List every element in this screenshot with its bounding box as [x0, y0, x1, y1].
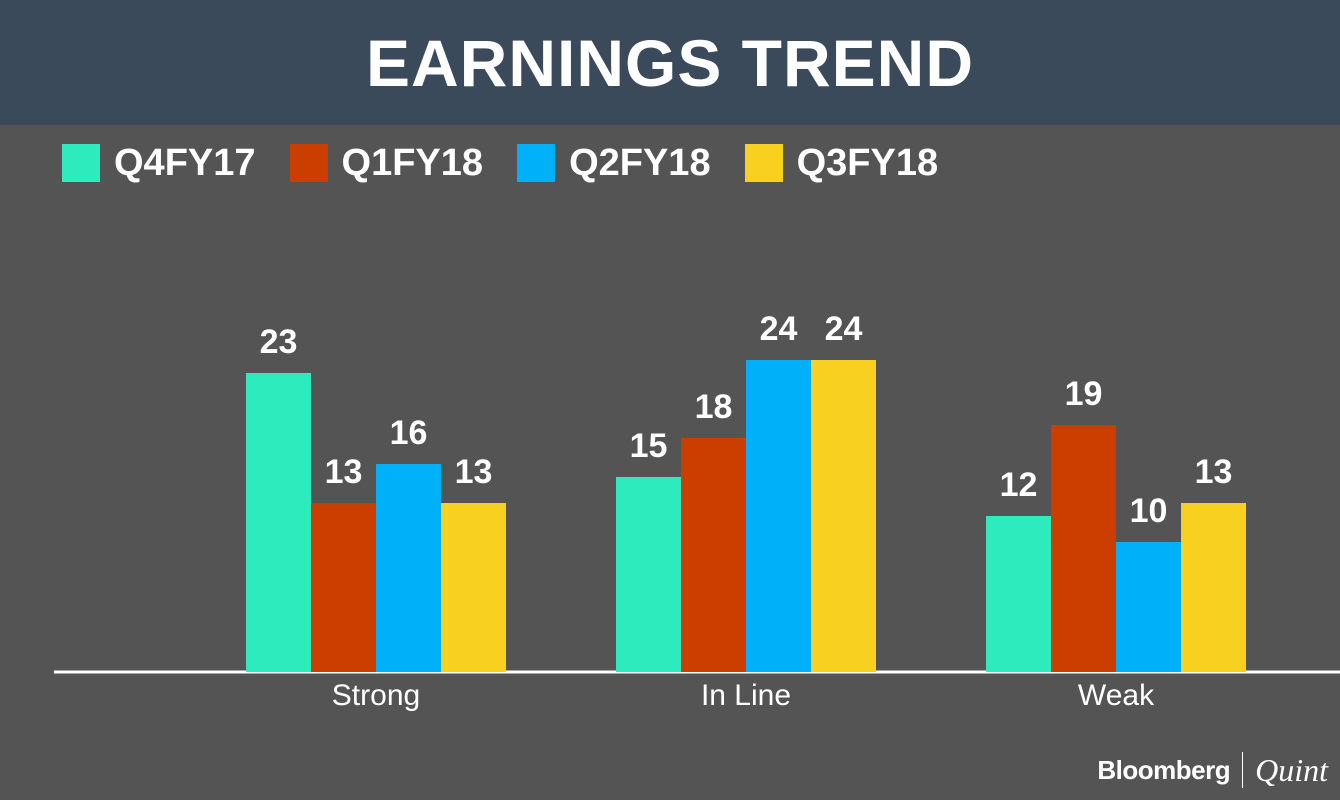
data-label-q1fy18-in-line: 18 [695, 388, 733, 426]
data-label-q2fy18-strong: 16 [390, 414, 428, 452]
legend-item-q2fy18: Q2FY18 [517, 142, 711, 185]
data-label-q4fy17-strong: 23 [260, 323, 298, 361]
x-tick-label-weak: Weak [1078, 679, 1155, 712]
legend-swatch-q1fy18 [289, 144, 328, 182]
data-label-q1fy18-weak: 19 [1065, 375, 1103, 413]
data-label-q3fy18-in-line: 24 [825, 310, 863, 348]
x-tick-label-strong: Strong [332, 679, 420, 712]
bar-q1fy18-strong [311, 503, 376, 672]
legend: Q4FY17 Q1FY18 Q2FY18 Q3FY18 [62, 140, 972, 186]
bar-q4fy17-in-line [616, 477, 681, 672]
data-label-q2fy18-weak: 10 [1130, 492, 1168, 530]
legend-label-q1fy18: Q1FY18 [341, 141, 484, 184]
data-label-q3fy18-strong: 13 [455, 453, 493, 491]
legend-swatch-q2fy18 [517, 144, 556, 182]
bar-q1fy18-weak [1051, 425, 1116, 672]
legend-item-q4fy17: Q4FY17 [62, 142, 256, 185]
legend-label-q2fy18: Q2FY18 [569, 141, 711, 184]
chart-title: EARNINGS TREND [365, 25, 975, 100]
bar-q4fy17-strong [246, 373, 311, 672]
data-label-q4fy17-weak: 12 [1000, 466, 1038, 504]
brand-quint: Quint [1255, 751, 1328, 788]
data-label-q4fy17-in-line: 15 [630, 427, 668, 465]
brand-bloomberg: Bloomberg [1097, 754, 1231, 785]
chart-header: EARNINGS TREND [0, 0, 1340, 125]
data-label-q1fy18-strong: 13 [325, 453, 363, 491]
brand-separator [1242, 752, 1244, 788]
bar-q2fy18-strong [376, 464, 441, 672]
x-tick-label-in-line: In Line [701, 679, 791, 712]
bar-q2fy18-in-line [746, 360, 811, 672]
legend-swatch-q4fy17 [62, 144, 100, 182]
legend-item-q1fy18: Q1FY18 [289, 141, 484, 185]
brand-footer: Bloomberg Quint [1097, 750, 1328, 790]
legend-label-q4fy17: Q4FY17 [114, 141, 256, 184]
bar-q3fy18-weak [1181, 503, 1246, 672]
bar-q2fy18-weak [1116, 542, 1181, 672]
bar-chart: 23 13 16 13 Strong 15 18 24 24 In Line 12 19 10 13 Wea… [54, 310, 1340, 712]
bar-q3fy18-in-line [811, 360, 876, 672]
bar-q1fy18-in-line [681, 438, 746, 672]
bar-q3fy18-strong [441, 503, 506, 672]
bar-q4fy17-weak [986, 516, 1051, 672]
data-label-q2fy18-in-line: 24 [760, 310, 798, 348]
legend-item-q3fy18: Q3FY18 [744, 141, 939, 185]
data-label-q3fy18-weak: 13 [1195, 453, 1233, 491]
legend-swatch-q3fy18 [744, 144, 783, 182]
legend-label-q3fy18: Q3FY18 [796, 141, 939, 184]
